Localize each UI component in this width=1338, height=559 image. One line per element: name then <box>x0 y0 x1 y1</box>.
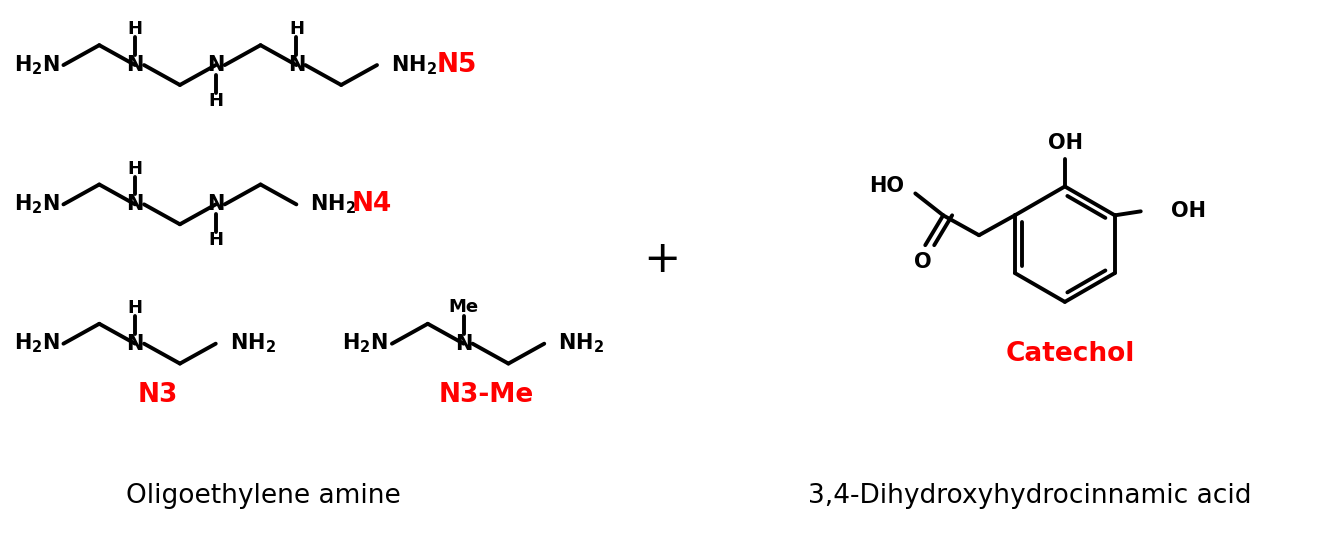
Text: N: N <box>288 55 305 75</box>
Text: N: N <box>207 195 225 214</box>
Text: H: H <box>289 20 304 38</box>
Text: $\mathregular{H_2N}$: $\mathregular{H_2N}$ <box>343 332 388 356</box>
Text: Oligoethylene amine: Oligoethylene amine <box>126 483 401 509</box>
Text: 3,4-Dihydroxyhydrocinnamic acid: 3,4-Dihydroxyhydrocinnamic acid <box>808 483 1252 509</box>
Text: N5: N5 <box>436 52 478 78</box>
Text: N: N <box>455 334 472 354</box>
Text: $\mathregular{NH_2}$: $\mathregular{NH_2}$ <box>391 53 438 77</box>
Text: $\mathregular{NH_2}$: $\mathregular{NH_2}$ <box>230 332 276 356</box>
Text: $\mathregular{H_2N}$: $\mathregular{H_2N}$ <box>13 332 59 356</box>
Text: N4: N4 <box>351 191 392 217</box>
Text: Catechol: Catechol <box>1005 340 1135 367</box>
Text: H: H <box>209 92 223 110</box>
Text: N: N <box>207 55 225 75</box>
Text: O: O <box>914 252 933 272</box>
Text: OH: OH <box>1049 132 1084 153</box>
Text: H: H <box>127 20 143 38</box>
Text: N: N <box>126 195 143 214</box>
Text: OH: OH <box>1171 201 1206 221</box>
Text: $\mathregular{H_2N}$: $\mathregular{H_2N}$ <box>13 53 59 77</box>
Text: HO: HO <box>868 177 904 196</box>
Text: $\mathregular{NH_2}$: $\mathregular{NH_2}$ <box>310 192 356 216</box>
Text: N: N <box>126 334 143 354</box>
Text: H: H <box>127 299 143 317</box>
Text: N: N <box>126 55 143 75</box>
Text: Me: Me <box>448 298 479 316</box>
Text: H: H <box>127 159 143 178</box>
Text: +: + <box>644 238 681 281</box>
Text: $\mathregular{NH_2}$: $\mathregular{NH_2}$ <box>558 332 605 356</box>
Text: N3: N3 <box>138 382 178 409</box>
Text: $\mathregular{H_2N}$: $\mathregular{H_2N}$ <box>13 192 59 216</box>
Text: N3-Me: N3-Me <box>439 382 534 409</box>
Text: H: H <box>209 231 223 249</box>
